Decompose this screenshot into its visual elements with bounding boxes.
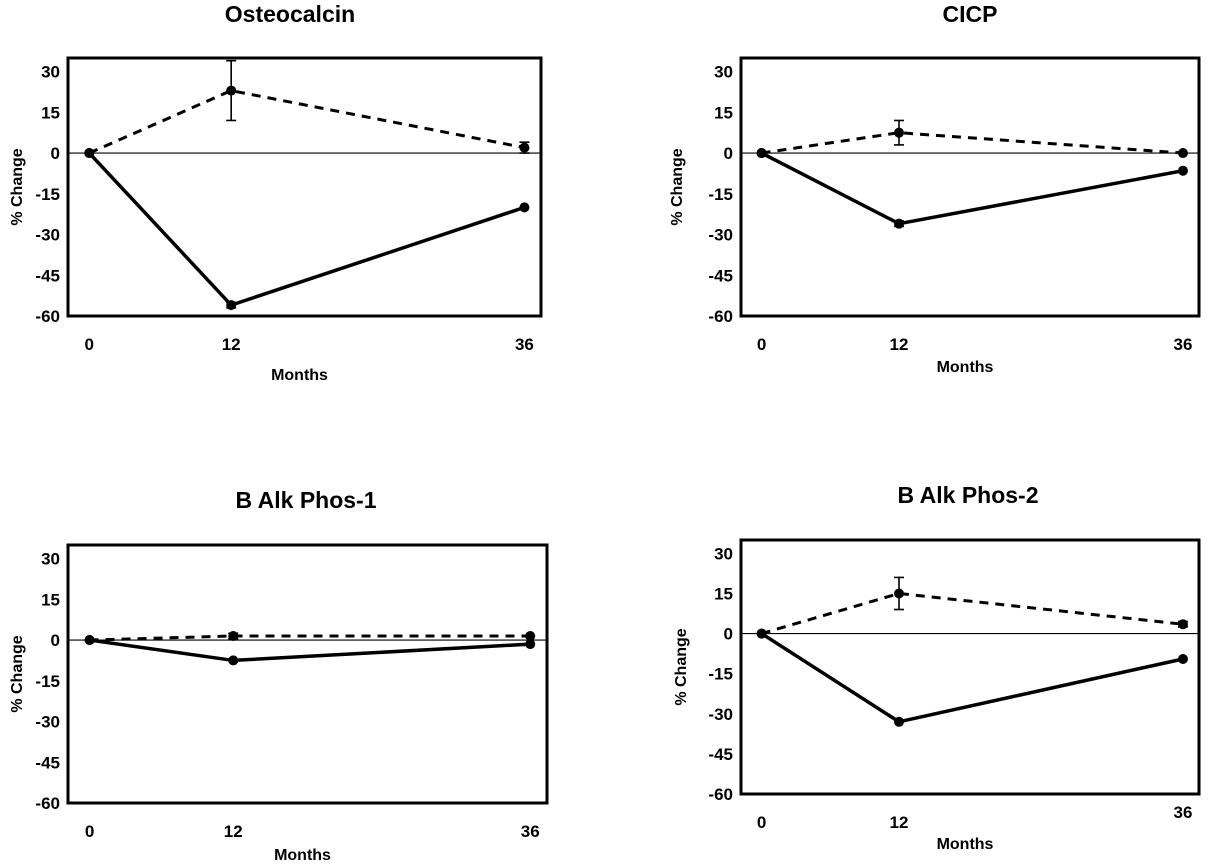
x-tick-label: 12 <box>890 813 909 832</box>
x-axis-label: Months <box>274 847 331 864</box>
y-tick-label: -45 <box>35 753 60 772</box>
data-point <box>525 639 536 650</box>
data-point <box>226 300 237 311</box>
x-tick-label: 36 <box>1174 335 1193 354</box>
x-axis-label: Months <box>271 367 328 384</box>
y-tick-label: 15 <box>714 584 733 603</box>
series-line <box>761 131 1184 155</box>
series-line <box>89 634 531 642</box>
y-tick-label: -60 <box>35 794 60 813</box>
chart-title: B Alk Phos-1 <box>235 487 376 513</box>
solid-series <box>756 148 1188 229</box>
x-tick-label: 0 <box>757 335 766 354</box>
y-tick-label: 15 <box>41 590 60 609</box>
x-axis-label: Months <box>937 836 994 853</box>
y-tick-label: 0 <box>51 144 60 163</box>
y-tick-label: -30 <box>708 226 733 245</box>
y-tick-label: 30 <box>714 544 733 563</box>
dashed-series <box>756 576 1188 639</box>
data-point <box>228 655 239 666</box>
plot-frame <box>66 543 549 805</box>
y-tick-label: 0 <box>724 625 733 644</box>
x-tick-label: 36 <box>521 822 540 841</box>
chart-panel-3: B Alk Phos-1 30 15 0 -15 -30 -45 -60 % Change 0 12… <box>9 487 549 864</box>
y-tick-label: -30 <box>35 713 60 732</box>
y-tick-label: -60 <box>708 785 733 804</box>
dashed-series <box>756 119 1188 159</box>
dashed-series <box>84 630 536 646</box>
y-tick-label: 0 <box>51 631 60 650</box>
plot-frame <box>739 538 1201 796</box>
y-tick-label: 30 <box>714 63 733 82</box>
y-tick-label: -30 <box>708 705 733 724</box>
data-point <box>894 127 905 138</box>
chart-title: Osteocalcin <box>225 1 355 27</box>
y-axis-label: % Change <box>673 628 690 705</box>
series-line <box>760 151 1184 226</box>
y-tick-label: -30 <box>35 226 60 245</box>
series-line <box>760 632 1184 724</box>
dashed-series <box>84 59 530 159</box>
solid-series <box>756 628 1188 727</box>
y-tick-label: -15 <box>708 665 733 684</box>
series-line <box>89 638 531 663</box>
y-tick-label: -15 <box>35 672 60 691</box>
chart-title: B Alk Phos-2 <box>897 482 1038 508</box>
data-point <box>1177 148 1188 159</box>
y-axis-label: % Change <box>669 148 686 225</box>
y-tick-label: -45 <box>35 266 60 285</box>
data-point <box>756 148 767 159</box>
x-tick-label: 0 <box>85 822 94 841</box>
chart-title: CICP <box>943 1 998 27</box>
data-point <box>519 142 530 153</box>
y-tick-label: -45 <box>708 745 733 764</box>
plot-frame <box>66 56 543 318</box>
data-point <box>894 716 905 727</box>
data-point <box>1177 653 1188 664</box>
y-tick-label: -60 <box>35 307 60 326</box>
y-tick-label: 30 <box>41 63 60 82</box>
data-point <box>519 202 530 213</box>
solid-series <box>84 635 536 666</box>
x-axis-label: Months <box>937 359 994 376</box>
x-tick-label: 0 <box>757 813 766 832</box>
series-line <box>88 89 525 155</box>
x-tick-label: 12 <box>890 335 909 354</box>
chart-panel-1: Osteocalcin 30 15 0 -15 -30 -45 -60 % Change 0 12 3… <box>9 1 543 384</box>
data-point <box>84 635 95 646</box>
y-tick-label: 15 <box>41 103 60 122</box>
y-axis-label: % Change <box>9 635 26 712</box>
x-tick-label: 12 <box>222 335 241 354</box>
y-tick-label: 15 <box>714 103 733 122</box>
x-tick-label: 12 <box>224 822 243 841</box>
plot-frame <box>739 56 1201 318</box>
y-tick-label: -60 <box>708 307 733 326</box>
y-tick-label: -45 <box>708 266 733 285</box>
data-point <box>1177 619 1188 630</box>
chart-panel-2: CICP 30 15 0 -15 -30 -45 -60 % Change 0 12 36 Months <box>669 1 1201 376</box>
data-point <box>1177 165 1188 176</box>
data-point <box>894 588 905 599</box>
data-point <box>228 630 239 641</box>
x-tick-label: 36 <box>1174 803 1193 822</box>
y-tick-label: 30 <box>41 550 60 569</box>
x-tick-label: 0 <box>85 335 94 354</box>
series-line <box>761 591 1184 636</box>
solid-series <box>84 148 530 311</box>
data-point <box>894 218 905 229</box>
data-point <box>756 628 767 639</box>
data-point <box>84 148 95 159</box>
y-tick-label: -15 <box>708 185 733 204</box>
series-line <box>88 151 525 308</box>
y-tick-label: -15 <box>35 185 60 204</box>
x-tick-label: 36 <box>515 335 534 354</box>
data-point <box>226 85 237 96</box>
chart-panel-4: B Alk Phos-2 30 15 0 -15 -30 -45 -60 % Change 0 12… <box>673 482 1201 853</box>
y-tick-label: 0 <box>724 144 733 163</box>
y-axis-label: % Change <box>9 148 26 225</box>
data-point <box>525 630 536 641</box>
